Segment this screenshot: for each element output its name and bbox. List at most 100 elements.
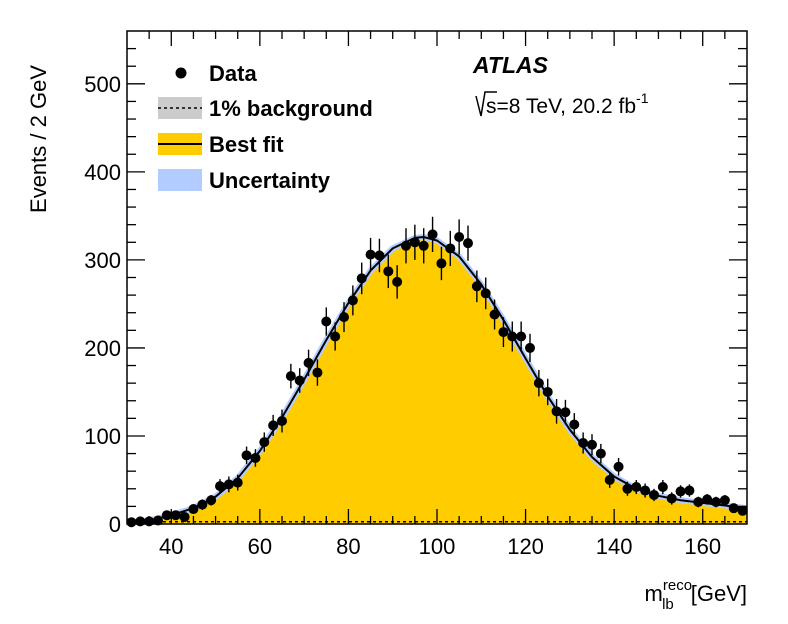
data-point <box>551 406 562 417</box>
data-point <box>622 483 633 494</box>
data-point <box>303 357 314 368</box>
data-point <box>179 511 190 522</box>
x-axis-title-sub: lb <box>662 596 674 613</box>
data-point <box>631 482 642 493</box>
y-tick-label: 500 <box>84 72 121 97</box>
x-tick-label: 40 <box>159 534 183 559</box>
data-point <box>401 240 411 251</box>
x-axis-title: mreco lb [GeV] <box>645 577 747 613</box>
legend-fit-label: Best fit <box>209 132 284 157</box>
data-point <box>640 485 651 496</box>
x-axis-title-sup: reco <box>663 577 692 594</box>
data-point <box>241 450 252 461</box>
data-point <box>463 238 473 249</box>
data-point <box>454 232 465 243</box>
data-point <box>578 438 589 449</box>
data-point <box>436 258 447 269</box>
data-point <box>161 510 172 521</box>
legend-background-label: 1% background <box>209 96 373 121</box>
data-point <box>533 378 544 389</box>
data-point <box>480 288 491 299</box>
energy-label: s=8 TeV, 20.2 fb-1 <box>486 90 649 118</box>
data-point <box>294 375 305 386</box>
data-point <box>215 481 225 492</box>
x-tick-label: 160 <box>684 534 721 559</box>
data-point <box>321 316 332 327</box>
data-point <box>153 515 163 526</box>
data-point <box>197 499 208 510</box>
data-point <box>330 331 341 342</box>
data-point <box>525 342 535 353</box>
data-point <box>277 415 287 426</box>
y-tick-label: 0 <box>109 512 121 537</box>
data-point <box>498 327 509 338</box>
legend-background-swatch <box>158 97 202 119</box>
x-tick-label: 100 <box>419 534 456 559</box>
legend-entry-data: Data <box>175 61 257 86</box>
x-tick-label: 60 <box>248 534 272 559</box>
data-point <box>516 331 527 342</box>
data-point <box>737 505 748 516</box>
legend-entry-background: 1% background <box>158 96 373 121</box>
y-tick-label: 400 <box>84 160 121 185</box>
legend-uncertainty-label: Uncertainty <box>209 168 331 193</box>
legend-entry-fit: Best fit <box>158 132 284 157</box>
data-point <box>675 486 686 497</box>
data-point <box>587 439 597 450</box>
axis-layer: 40 60 80 100 120 140 160 0 100 200 300 400 500 <box>84 30 748 559</box>
data-point <box>427 229 438 240</box>
data-point <box>569 419 580 430</box>
data-point <box>356 273 367 284</box>
energy-label-sup: -1 <box>636 90 649 106</box>
data-point <box>339 312 349 323</box>
data-point <box>250 452 261 463</box>
y-axis-title: Events / 2 GeV <box>26 65 51 213</box>
data-point <box>445 243 456 254</box>
data-point <box>232 477 243 488</box>
data-point <box>418 240 429 251</box>
y-tick-label: 300 <box>84 248 121 273</box>
data-point <box>649 489 659 500</box>
legend: Data 1% background Best fit Uncertainty <box>158 61 373 193</box>
legend-entry-uncertainty: Uncertainty <box>158 168 331 193</box>
x-axis-title-symbol: m <box>645 581 663 606</box>
data-point <box>666 493 677 504</box>
data-point <box>392 276 403 287</box>
data-point <box>383 266 394 277</box>
data-point <box>347 295 358 306</box>
data-point <box>206 495 217 506</box>
data-point <box>268 420 279 431</box>
data-point <box>560 407 571 418</box>
data-point <box>684 485 695 496</box>
data-point <box>657 482 668 493</box>
data-point <box>285 371 296 382</box>
data-point <box>312 367 323 378</box>
data-point <box>170 510 181 521</box>
data-point <box>702 494 713 505</box>
x-tick-label: 80 <box>336 534 360 559</box>
fit-fill-area <box>127 237 747 524</box>
data-point <box>719 495 730 506</box>
data-point <box>595 448 606 459</box>
data-point <box>711 496 721 507</box>
data-point <box>126 517 137 528</box>
data-point <box>728 503 739 514</box>
x-axis-title-unit: [GeV] <box>691 581 747 606</box>
y-tick-label: 100 <box>84 424 121 449</box>
sqrt-symbol <box>475 91 497 117</box>
data-point <box>613 461 624 472</box>
y-tick-label: 200 <box>84 336 121 361</box>
data-point <box>223 479 234 490</box>
data-point <box>693 496 704 507</box>
legend-data-marker <box>175 67 187 79</box>
data-point <box>471 281 482 292</box>
legend-uncertainty-swatch <box>158 169 202 191</box>
data-point <box>604 474 615 485</box>
atlas-label: ATLAS <box>472 52 549 78</box>
data-point <box>374 250 385 261</box>
data-point <box>259 437 270 448</box>
x-tick-label: 140 <box>596 534 633 559</box>
data-point <box>135 516 146 527</box>
data-point <box>365 249 376 260</box>
